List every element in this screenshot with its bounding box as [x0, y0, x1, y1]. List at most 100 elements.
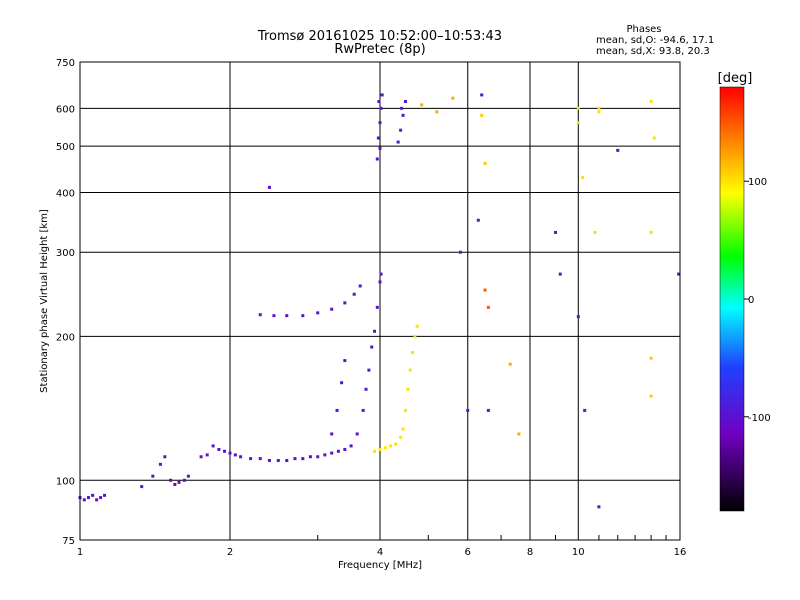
colorbar-tick-label: 100	[748, 177, 767, 188]
x-tick-label: 16	[674, 547, 687, 558]
data-point	[451, 96, 455, 100]
colorbar-gradient	[719, 86, 745, 512]
data-point	[158, 462, 162, 466]
data-point	[378, 447, 382, 451]
data-point	[301, 457, 305, 461]
data-point	[406, 387, 410, 391]
y-axis-label: Stationary phase Virtual Height [km]	[39, 209, 50, 393]
y-tick-label: 200	[56, 332, 75, 343]
y-tick-label: 400	[56, 188, 75, 199]
data-point	[343, 447, 347, 451]
x-axis-label: Frequency [MHz]	[338, 560, 422, 571]
data-point	[380, 93, 384, 97]
data-point	[169, 478, 173, 482]
x-tick-label: 2	[227, 547, 233, 558]
y-tick-labels: 75 100 200 300 400 500 600 750	[56, 58, 75, 547]
phase-x-stats: mean, sd,X: 93.8, 20.3	[596, 46, 710, 57]
data-point	[343, 301, 347, 305]
data-point	[367, 368, 371, 372]
x-tick-label: 1	[77, 547, 83, 558]
data-point	[593, 230, 597, 234]
data-point	[217, 447, 221, 451]
x-tick-labels: 1 2 4 6 8 10 16	[77, 547, 687, 558]
data-point	[258, 457, 262, 461]
phase-heading: Phases	[626, 24, 661, 35]
data-point	[239, 455, 243, 459]
data-point	[389, 444, 393, 448]
data-point	[258, 313, 262, 317]
chart-title: Tromsø 20161025 10:52:00–10:53:43	[257, 29, 502, 44]
data-point	[401, 113, 405, 117]
data-point	[378, 121, 382, 125]
data-point	[396, 140, 400, 144]
data-point	[483, 161, 487, 165]
data-point	[616, 148, 620, 152]
data-point	[316, 455, 320, 459]
data-point	[576, 121, 580, 125]
data-point	[340, 381, 344, 385]
data-point	[401, 427, 405, 431]
data-point	[335, 408, 339, 412]
data-point	[95, 498, 99, 502]
colorbar: [deg] 100 0 -100	[718, 71, 771, 512]
data-point	[411, 351, 415, 355]
data-point	[373, 329, 377, 333]
data-point	[553, 230, 557, 234]
data-point	[508, 362, 512, 366]
data-point	[383, 446, 387, 450]
data-point	[276, 458, 280, 462]
data-point	[151, 474, 155, 478]
y-tick-label: 300	[56, 248, 75, 259]
x-tick-label: 8	[527, 547, 533, 558]
colorbar-tick-label: -100	[748, 413, 771, 424]
data-point	[379, 272, 383, 276]
data-point	[403, 408, 407, 412]
data-point	[91, 493, 95, 497]
data-point	[173, 482, 177, 486]
data-point	[267, 185, 271, 189]
data-point	[330, 451, 334, 455]
data-point	[597, 106, 601, 110]
data-point	[378, 280, 382, 284]
data-point	[480, 93, 484, 97]
data-point	[267, 458, 271, 462]
data-point	[272, 314, 276, 318]
data-point	[103, 493, 107, 497]
data-point	[476, 218, 480, 222]
phase-o-stats: mean, sd,O: -94.6, 17.1	[596, 35, 714, 46]
data-point	[649, 100, 653, 104]
data-point	[316, 311, 320, 315]
x-tick-label: 4	[377, 547, 383, 558]
data-point	[361, 408, 365, 412]
data-point	[576, 106, 580, 110]
data-point	[379, 106, 383, 110]
y-tick-label: 75	[62, 536, 75, 547]
plot-area	[78, 61, 681, 541]
data-point	[377, 100, 381, 104]
data-point	[163, 455, 167, 459]
data-point	[400, 106, 404, 110]
data-point	[375, 305, 379, 309]
data-point	[408, 368, 412, 372]
data-point	[330, 432, 334, 436]
data-point	[358, 284, 362, 288]
data-point	[285, 314, 289, 318]
data-point	[249, 457, 253, 461]
data-point	[349, 444, 353, 448]
colorbar-label: [deg]	[718, 71, 753, 86]
y-tick-label: 600	[56, 104, 75, 115]
data-point	[558, 272, 562, 276]
data-point	[413, 334, 417, 338]
data-point	[649, 230, 653, 234]
data-point	[378, 146, 382, 150]
data-point	[486, 305, 490, 309]
data-point	[486, 408, 490, 412]
data-point	[583, 408, 587, 412]
data-point	[466, 408, 470, 412]
data-point	[336, 449, 340, 453]
data-point	[399, 128, 403, 132]
x-tick-label: 6	[465, 547, 471, 558]
data-point	[370, 345, 374, 349]
grid-lines	[80, 62, 680, 540]
data-point	[308, 455, 312, 459]
